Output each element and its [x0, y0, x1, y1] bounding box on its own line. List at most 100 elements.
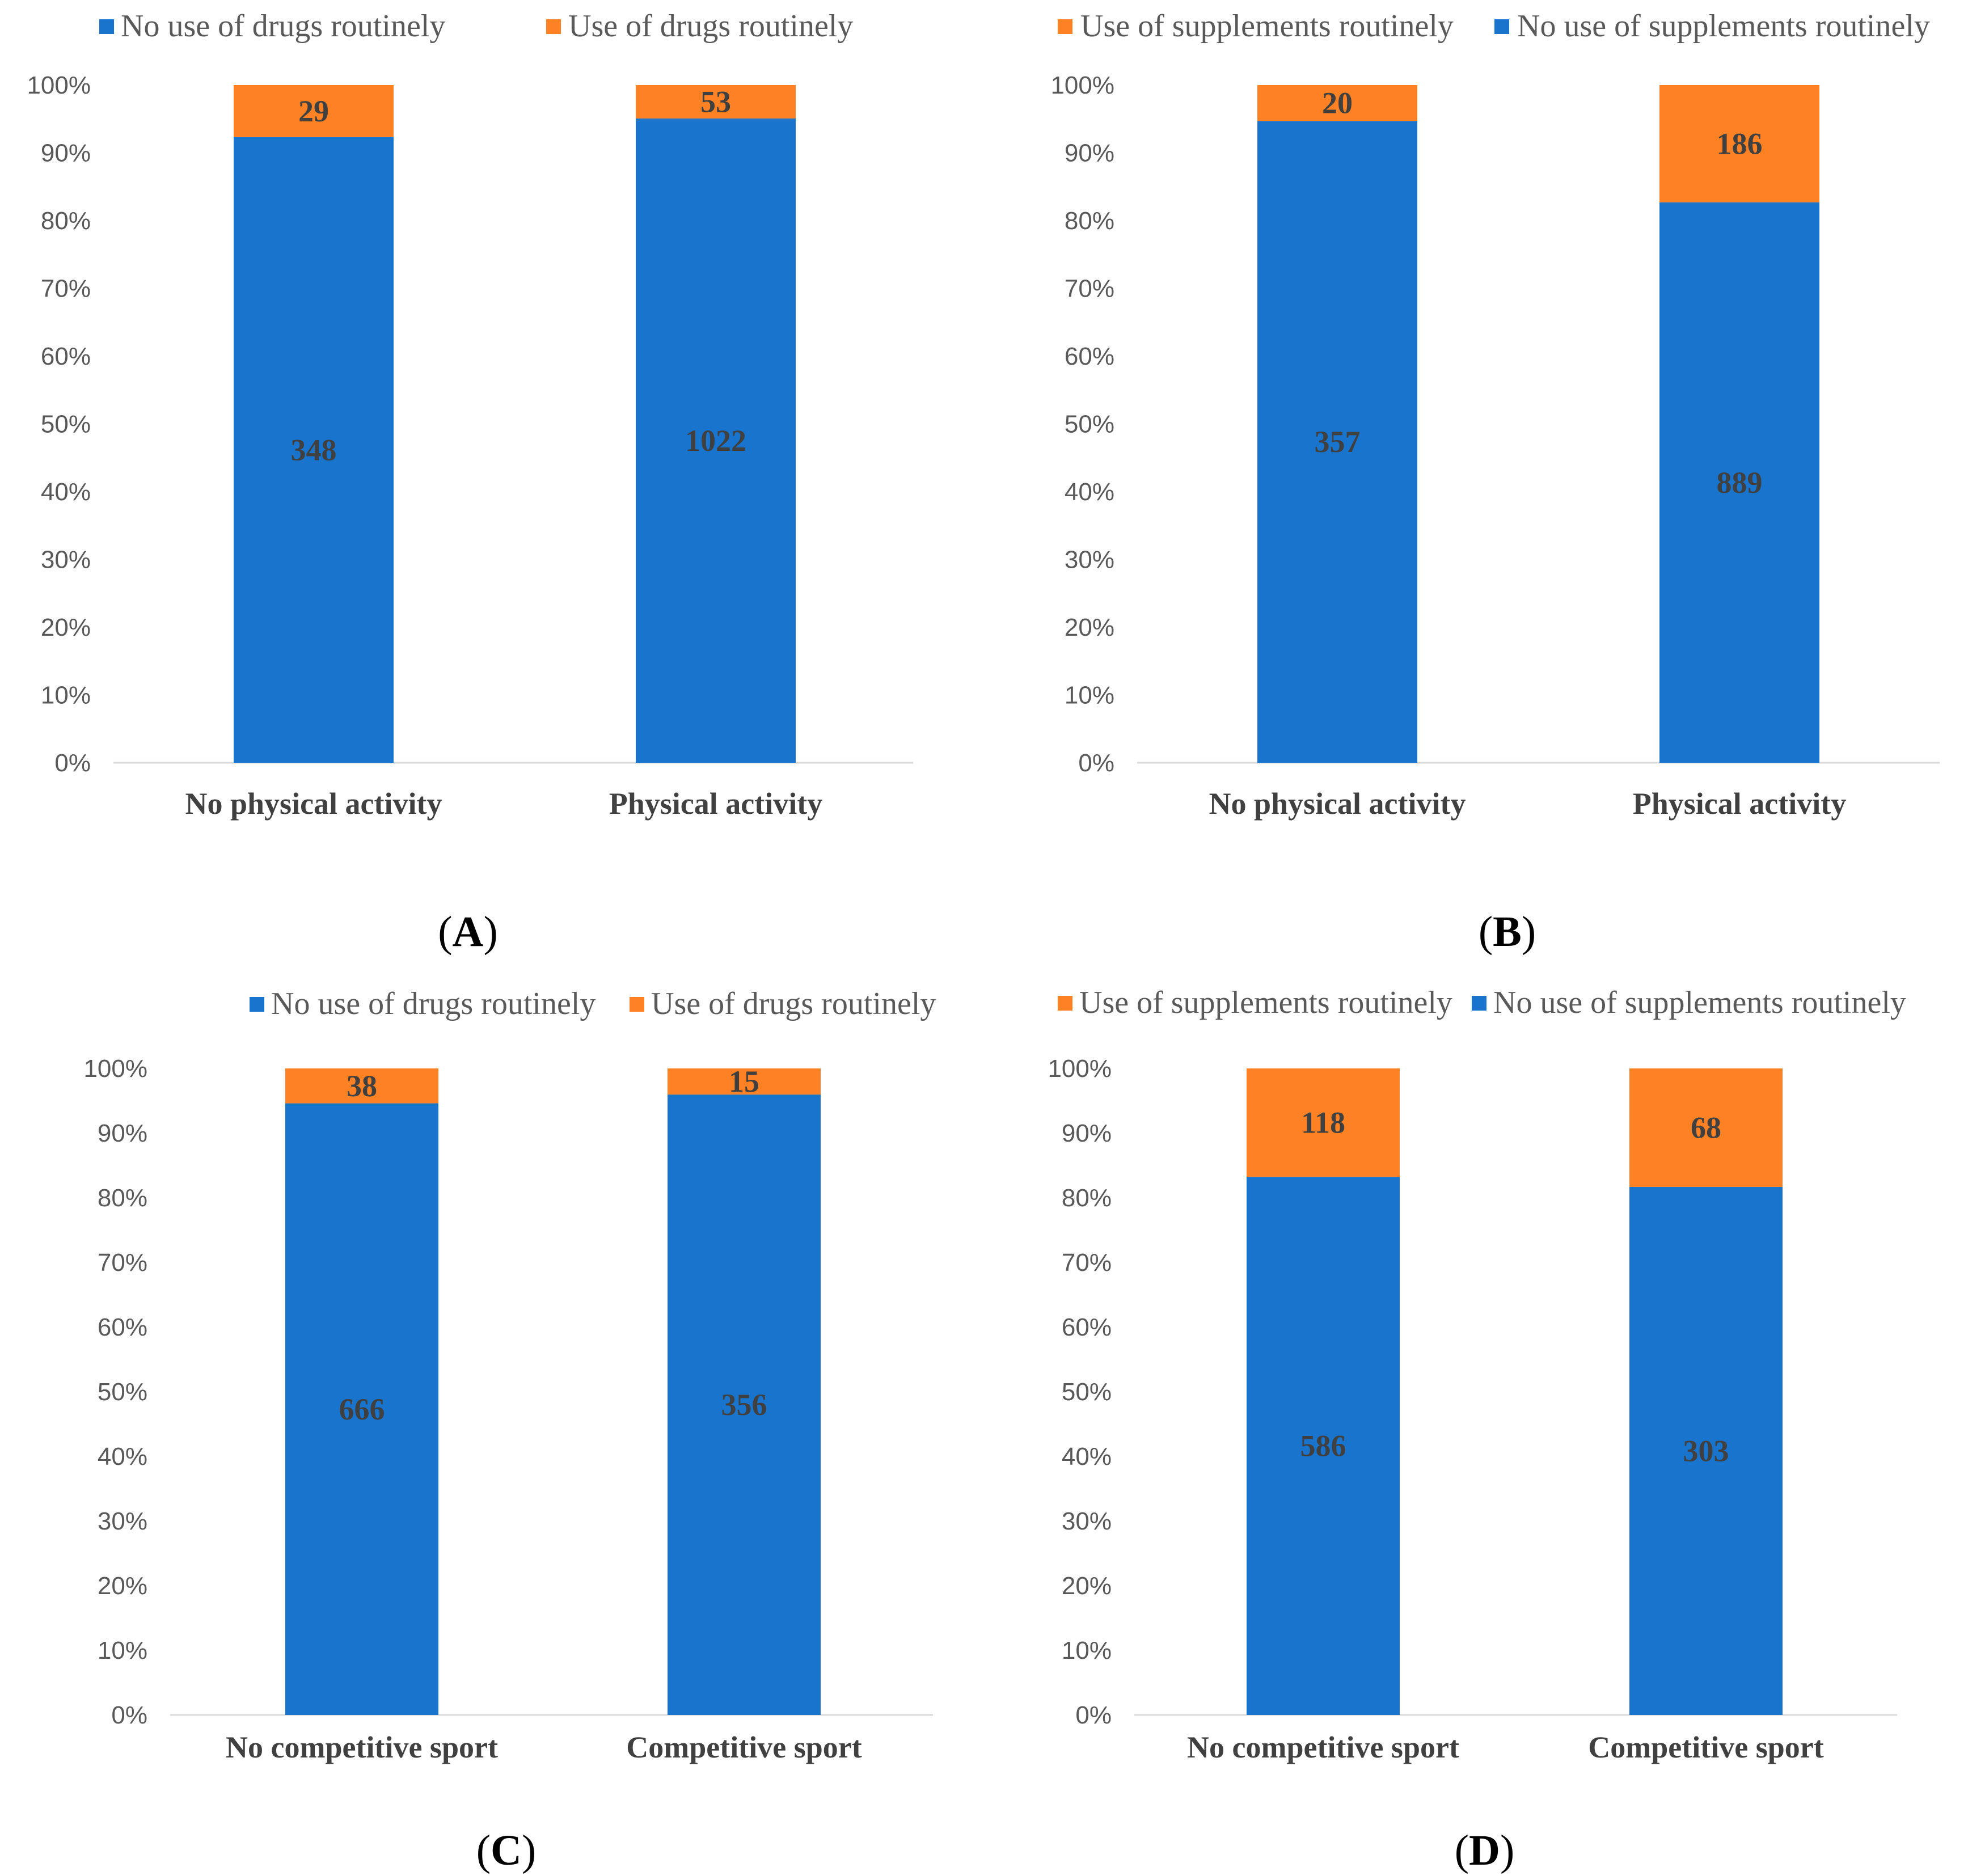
y-tick-label: 100%: [1050, 71, 1114, 99]
y-tick-label: 80%: [1065, 207, 1114, 235]
category-label: No competitive sport: [226, 1730, 498, 1764]
data-label-use-of-drugs-routinely-no-competitive-sport: 38: [347, 1069, 377, 1103]
y-tick-label: 10%: [41, 682, 91, 709]
data-label-no-use-of-supplements-routinely-no-competitive-sport: 586: [1300, 1429, 1346, 1463]
chart-c-svg: 0% 10% 20% 30% 40% 50% 60% 70% 80% 90% 100% 666 38 No…: [83, 986, 936, 1874]
bar-segment-use-of-supplements-routinely-physical-activity: [1659, 85, 1819, 202]
bar-segment-use-of-supplements-routinely-no-physical-activity: [1257, 85, 1417, 121]
y-tick-label: 10%: [98, 1637, 147, 1664]
data-label-use-of-supplements-routinely-physical-activity: 186: [1717, 126, 1763, 160]
y-tick-label: 90%: [1062, 1119, 1112, 1147]
legend-item-no-use-of-drugs-routinely: No use of drugs routinely: [250, 986, 596, 1021]
panel-label-a: (A): [438, 908, 498, 956]
y-tick-label: 50%: [41, 411, 91, 438]
category-label: Physical activity: [609, 787, 822, 821]
data-label-no-use-of-drugs-routinely-competitive-sport: 356: [721, 1388, 767, 1422]
panel-label-b: (B): [1479, 908, 1536, 956]
chart-panel-a: 0% 10% 20% 30% 40% 50% 60% 70% 80% 90% 100% 348 29 No…: [0, 0, 984, 956]
y-tick-label: 10%: [1062, 1637, 1112, 1664]
category-label: No physical activity: [185, 787, 442, 821]
y-tick-label: 60%: [1065, 343, 1114, 370]
bar-segment-no-use-of-supplements-routinely-no-physical-activity: [1257, 121, 1417, 763]
data-label-no-use-of-supplements-routinely-physical-activity: 889: [1717, 466, 1763, 500]
legend-label: No use of drugs routinely: [271, 986, 596, 1021]
y-tick-label: 90%: [98, 1119, 147, 1147]
y-tick-label: 60%: [41, 343, 91, 370]
y-tick-label: 30%: [98, 1507, 147, 1535]
data-label-use-of-supplements-routinely-competitive-sport: 68: [1691, 1110, 1721, 1144]
y-tick-label: 20%: [1062, 1572, 1112, 1600]
bar-segment-no-use-of-supplements-routinely-physical-activity: [1659, 202, 1819, 763]
y-tick-label: 60%: [98, 1313, 147, 1341]
y-tick-label: 70%: [41, 275, 91, 303]
bar-segment-no-use-of-drugs-routinely-no-physical-activity: [234, 137, 394, 763]
y-tick-label: 30%: [41, 546, 91, 574]
legend-swatch: [99, 19, 114, 34]
bar-segment-use-of-supplements-routinely-no-competitive-sport: [1247, 1068, 1400, 1177]
legend-item-use-of-supplements-routinely: Use of supplements routinely: [1058, 9, 1454, 44]
bar-segment-use-of-drugs-routinely-no-competitive-sport: [285, 1068, 438, 1104]
bar-segment-use-of-drugs-routinely-competitive-sport: [668, 1068, 821, 1095]
data-label-no-use-of-drugs-routinely-no-competitive-sport: 666: [339, 1392, 385, 1426]
chart-b-svg: 0% 10% 20% 30% 40% 50% 60% 70% 80% 90% 100% 357 20 No…: [1050, 9, 1940, 956]
y-tick-label: 80%: [98, 1184, 147, 1212]
y-tick-label: 30%: [1065, 546, 1114, 574]
y-tick-label: 80%: [41, 207, 91, 235]
y-tick-label: 70%: [98, 1249, 147, 1277]
legend-item-use-of-drugs-routinely: Use of drugs routinely: [546, 9, 853, 44]
panel-label-c: (C): [476, 1827, 537, 1874]
y-tick-label: 40%: [1065, 478, 1114, 506]
legend-label: Use of supplements routinely: [1080, 9, 1454, 44]
data-label-use-of-drugs-routinely-physical-activity: 53: [700, 84, 731, 119]
y-tick-label: 100%: [27, 71, 91, 99]
y-tick-label: 70%: [1062, 1249, 1112, 1277]
data-label-no-use-of-drugs-routinely-no-physical-activity: 348: [291, 433, 337, 467]
legend-swatch: [250, 997, 264, 1012]
y-tick-label: 100%: [1048, 1055, 1112, 1083]
bar-segment-no-use-of-drugs-routinely-physical-activity: [636, 118, 796, 763]
y-tick-label: 30%: [1062, 1507, 1112, 1535]
y-tick-label: 0%: [111, 1701, 147, 1729]
y-tick-label: 40%: [98, 1443, 147, 1471]
legend-swatch: [1494, 19, 1509, 34]
category-label: Physical activity: [1633, 787, 1846, 821]
category-label: Competitive sport: [626, 1730, 861, 1764]
y-tick-label: 20%: [41, 614, 91, 641]
y-tick-label: 90%: [1065, 140, 1114, 167]
y-tick-label: 40%: [41, 478, 91, 506]
bar-segment-no-use-of-supplements-routinely-competitive-sport: [1629, 1186, 1783, 1715]
data-label-use-of-drugs-routinely-competitive-sport: 15: [729, 1064, 759, 1098]
data-label-use-of-supplements-routinely-no-physical-activity: 20: [1322, 86, 1353, 120]
y-tick-label: 90%: [41, 140, 91, 167]
chart-d-svg: 0% 10% 20% 30% 40% 50% 60% 70% 80% 90% 100% 586 118 N…: [1048, 985, 1906, 1874]
legend-item-no-use-of-supplements-routinely: No use of supplements routinely: [1472, 985, 1906, 1020]
legend-label: No use of supplements routinely: [1493, 985, 1906, 1020]
data-label-no-use-of-supplements-routinely-no-physical-activity: 357: [1315, 425, 1361, 459]
legend-item-use-of-supplements-routinely: Use of supplements routinely: [1058, 985, 1452, 1020]
y-tick-label: 50%: [1062, 1378, 1112, 1406]
legend-swatch: [1472, 996, 1486, 1011]
legend-swatch: [1058, 19, 1072, 34]
y-tick-label: 0%: [1075, 1701, 1112, 1729]
data-label-no-use-of-drugs-routinely-physical-activity: 1022: [685, 424, 746, 458]
y-tick-label: 20%: [1065, 614, 1114, 641]
legend-item-no-use-of-supplements-routinely: No use of supplements routinely: [1494, 9, 1930, 44]
bar-segment-no-use-of-drugs-routinely-competitive-sport: [668, 1095, 821, 1715]
legend-label: No use of supplements routinely: [1517, 9, 1930, 44]
y-tick-label: 70%: [1065, 275, 1114, 303]
y-tick-label: 100%: [83, 1055, 147, 1083]
category-label: Competitive sport: [1588, 1730, 1823, 1764]
bar-segment-use-of-drugs-routinely-no-physical-activity: [234, 85, 394, 137]
data-label-no-use-of-supplements-routinely-competitive-sport: 303: [1683, 1434, 1729, 1468]
y-tick-label: 60%: [1062, 1313, 1112, 1341]
category-label: No physical activity: [1209, 787, 1466, 821]
panel-label-d: (D): [1455, 1827, 1515, 1874]
chart-a-svg: 0% 10% 20% 30% 40% 50% 60% 70% 80% 90% 100% 348 29 No…: [27, 9, 913, 956]
legend-swatch: [1058, 996, 1072, 1011]
y-tick-label: 80%: [1062, 1184, 1112, 1212]
category-label: No competitive sport: [1187, 1730, 1459, 1764]
legend-swatch: [630, 997, 644, 1012]
y-tick-label: 20%: [98, 1572, 147, 1600]
legend-label: Use of drugs routinely: [568, 9, 853, 44]
bar-segment-no-use-of-supplements-routinely-no-competitive-sport: [1247, 1177, 1400, 1715]
